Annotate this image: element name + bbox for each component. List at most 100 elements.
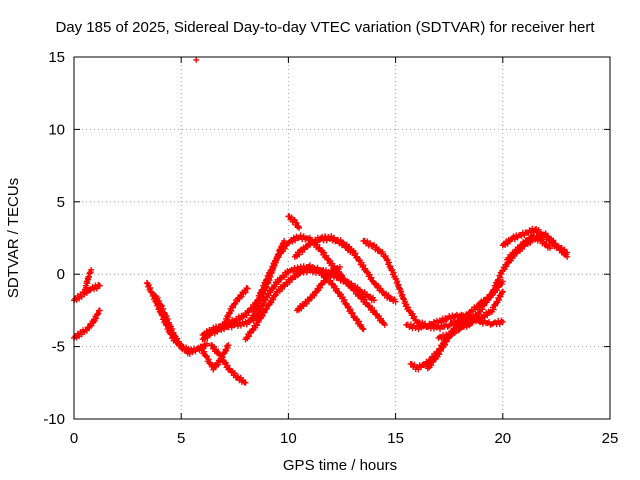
data-point	[224, 362, 231, 369]
x-tick-label: 10	[280, 430, 297, 447]
data-point	[186, 350, 193, 357]
data-point	[377, 285, 384, 292]
data-point	[377, 315, 384, 322]
data-point	[321, 249, 328, 256]
data-point	[242, 379, 249, 386]
data-point	[561, 246, 568, 253]
data-point	[281, 245, 288, 252]
plot-frame	[73, 56, 611, 420]
data-point	[338, 271, 345, 278]
x-tick-label: 15	[387, 430, 404, 447]
data-point	[306, 262, 313, 269]
y-tick-label: 5	[57, 194, 65, 211]
data-point	[88, 266, 95, 273]
data-point	[540, 238, 547, 245]
data-point	[300, 233, 307, 240]
data-point	[407, 321, 414, 328]
data-point	[499, 289, 506, 296]
data-point	[564, 249, 571, 256]
data-point	[415, 326, 422, 333]
data-point	[347, 306, 354, 313]
data-point	[499, 288, 506, 295]
data-point	[275, 278, 282, 285]
data-point	[441, 334, 448, 341]
data-point	[263, 305, 270, 312]
data-point	[371, 307, 378, 314]
y-tick-label: 15	[48, 49, 65, 66]
data-point	[296, 224, 303, 231]
data-point	[544, 234, 551, 241]
data-point	[193, 56, 200, 63]
data-point	[455, 327, 462, 334]
data-point	[228, 369, 235, 376]
data-point	[327, 277, 334, 284]
data-point	[373, 244, 380, 251]
data-point	[296, 251, 303, 258]
data-point	[358, 295, 365, 302]
data-point	[255, 318, 262, 325]
data-point	[350, 287, 357, 294]
data-point	[368, 274, 375, 281]
data-point	[333, 285, 340, 292]
y-tick-label: -5	[52, 339, 65, 356]
data-point	[436, 351, 443, 358]
axis-ticks: 0 5 10 15 20 25 -10 -5 0 5 10 15	[43, 49, 618, 447]
data-points	[71, 56, 571, 386]
y-tick-label: 0	[57, 266, 65, 283]
data-point	[228, 324, 235, 331]
data-point	[290, 216, 297, 223]
data-point	[96, 307, 103, 314]
data-point	[214, 361, 221, 368]
x-tick-label: 5	[177, 430, 185, 447]
y-tick-label: 10	[48, 121, 65, 138]
data-point	[379, 248, 386, 255]
data-point	[381, 321, 388, 328]
data-point	[437, 347, 444, 354]
data-point	[323, 276, 330, 283]
data-point	[447, 315, 454, 322]
data-point	[156, 297, 163, 304]
data-point	[247, 305, 254, 312]
data-point	[203, 340, 210, 347]
data-point	[225, 342, 232, 349]
data-point	[246, 333, 253, 340]
data-point	[293, 219, 300, 226]
data-point	[233, 298, 240, 305]
data-point	[205, 356, 212, 363]
data-point	[325, 273, 332, 280]
data-point	[96, 282, 103, 289]
data-point	[371, 297, 378, 304]
data-point	[405, 304, 412, 311]
data-point	[201, 348, 208, 355]
x-tick-label: 25	[602, 430, 619, 447]
data-point	[212, 346, 219, 353]
data-point	[278, 286, 285, 293]
data-point	[495, 297, 502, 304]
data-point	[360, 262, 367, 269]
data-point	[428, 362, 435, 369]
data-point	[496, 321, 503, 328]
data-point	[471, 317, 478, 324]
data-point	[485, 297, 492, 304]
data-point	[349, 310, 356, 317]
data-point	[210, 366, 217, 373]
data-point	[243, 312, 250, 319]
data-point	[281, 237, 288, 244]
data-point	[336, 263, 343, 270]
data-point	[272, 292, 278, 299]
data-point	[218, 353, 225, 360]
data-point	[375, 247, 382, 254]
data-point	[180, 344, 187, 351]
data-point	[88, 322, 95, 329]
data-point	[341, 296, 348, 303]
data-point	[432, 321, 439, 328]
data-point	[508, 254, 515, 261]
data-point	[499, 318, 506, 325]
y-tick-label: -10	[43, 411, 65, 428]
y-axis-label: SDTVAR / TECUs	[5, 178, 22, 298]
data-point	[346, 280, 353, 287]
data-point	[546, 245, 553, 252]
data-point	[174, 335, 181, 342]
data-point	[392, 298, 399, 305]
data-point	[339, 272, 345, 279]
